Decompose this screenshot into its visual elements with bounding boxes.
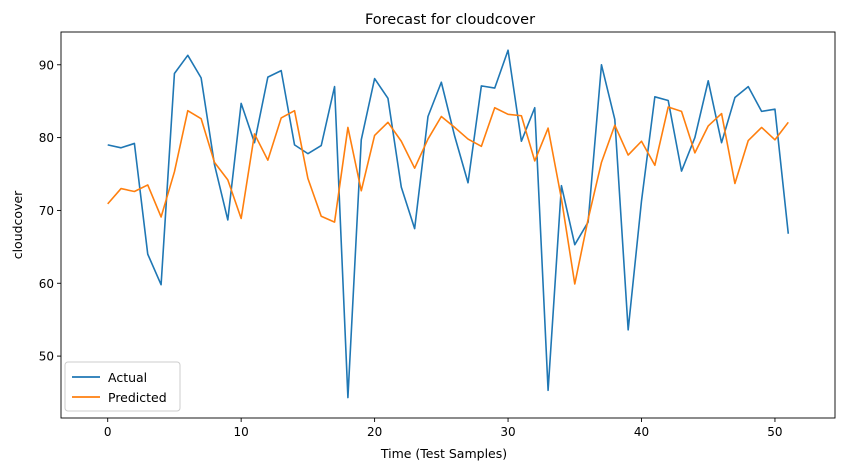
legend: Actual Predicted <box>64 361 181 412</box>
y-tick-label: 90 <box>39 58 54 72</box>
legend-box <box>64 361 181 412</box>
chart-title: Forecast for cloudcover <box>365 12 535 28</box>
x-axis-label: Time (Test Samples) <box>380 446 507 461</box>
y-axis-label: cloudcover <box>10 190 25 259</box>
series-line-actual <box>107 49 790 399</box>
x-tick-label: 0 <box>104 425 112 439</box>
legend-label-predicted: Predicted <box>108 390 167 405</box>
legend-label-actual: Actual <box>108 370 147 385</box>
x-tick-label: 50 <box>767 425 782 439</box>
axis-layer: 0 10 20 30 40 50 50 60 70 80 90 <box>39 58 783 439</box>
x-tick-label: 20 <box>367 425 382 439</box>
y-tick-label: 50 <box>39 350 54 364</box>
x-tick-label: 10 <box>234 425 249 439</box>
x-tick-label: 40 <box>634 425 649 439</box>
plot-frame <box>60 31 836 419</box>
series-line-predicted <box>107 106 789 285</box>
x-tick-label: 30 <box>500 425 515 439</box>
y-tick-label: 80 <box>39 131 54 145</box>
y-tick-label: 60 <box>39 277 54 291</box>
series-layer <box>107 49 790 399</box>
y-tick-label: 70 <box>39 204 54 218</box>
